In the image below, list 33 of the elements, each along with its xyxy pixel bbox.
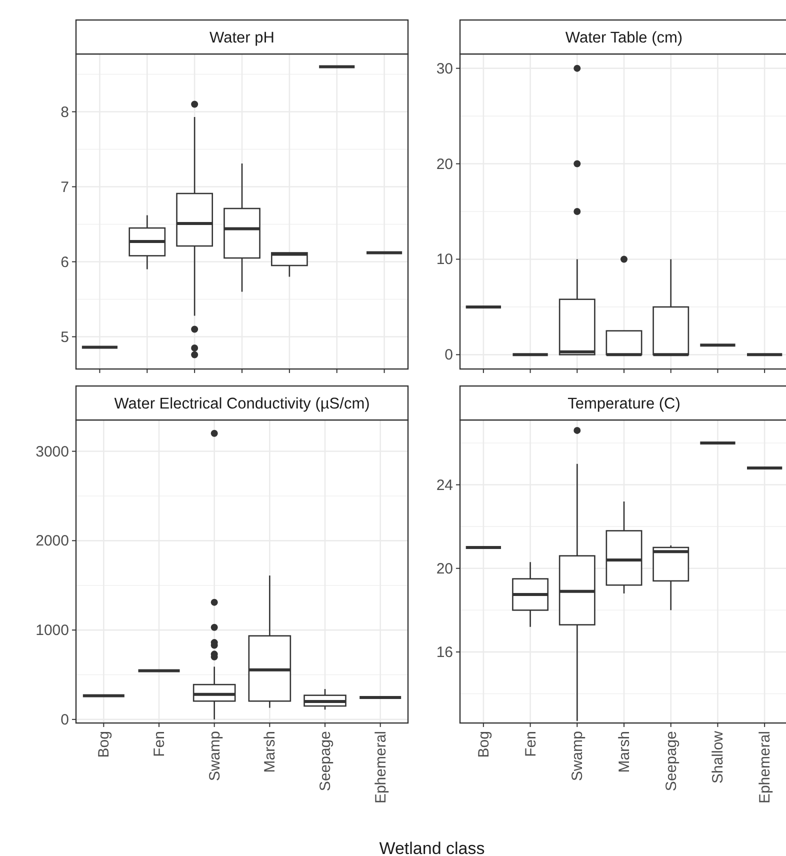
y-tick-label: 6 (60, 254, 69, 271)
y-tick-label: 20 (436, 156, 453, 173)
y-tick-label: 0 (60, 711, 69, 728)
y-tick-label: 24 (436, 476, 453, 494)
x-tick-label: Seepage (317, 731, 334, 792)
chart-title: Water pH (210, 30, 274, 46)
y-tick-label: 0 (444, 346, 453, 364)
x-tick-label: Ephemeral (372, 731, 390, 804)
x-tick-label: Marsh (616, 731, 633, 773)
y-tick-label: 8 (60, 104, 69, 121)
x-tick-label: Marsh (262, 731, 279, 773)
x-tick-label: Ephemeral (756, 731, 774, 804)
y-tick-label: 3000 (36, 443, 69, 460)
y-tick-label: 30 (436, 60, 453, 78)
y-tick-label: 7 (60, 178, 69, 196)
y-tick-label: 5 (60, 328, 69, 346)
x-tick-label: Fen (151, 731, 168, 757)
x-tick-label: Bog (475, 731, 492, 758)
y-tick-label: 10 (436, 251, 453, 268)
x-tick-label: Fen (522, 731, 540, 757)
x-axis-title: Wetland class (379, 839, 485, 856)
y-tick-label: 1000 (36, 622, 69, 640)
x-tick-label: Swamp (206, 731, 224, 782)
chart-title: Temperature (C) (568, 396, 680, 412)
chart-title: Water Table (cm) (565, 30, 683, 46)
y-tick-label: 20 (436, 560, 453, 578)
chart-title: Water Electrical Conductivity (µS/cm) (114, 396, 370, 412)
x-tick-label: Seepage (662, 731, 680, 792)
x-tick-label: Shallow (710, 730, 727, 784)
x-tick-label: Swamp (569, 731, 586, 782)
x-tick-label: Bog (96, 731, 113, 758)
y-tick-label: 16 (436, 644, 453, 661)
y-tick-label: 2000 (36, 532, 69, 550)
